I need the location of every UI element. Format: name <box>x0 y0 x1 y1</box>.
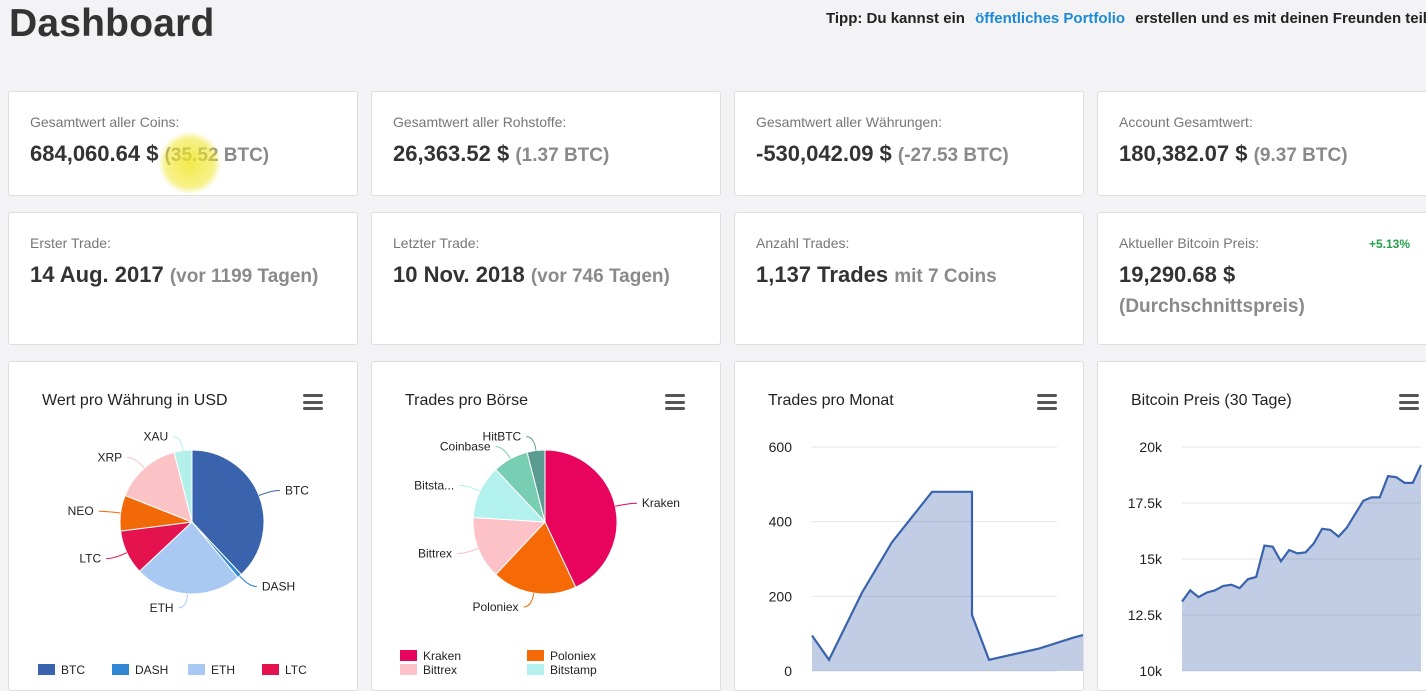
pie-connector <box>615 502 637 507</box>
pie-label: XAU <box>144 430 169 444</box>
y-tick-label: 200 <box>769 588 793 604</box>
chart-card-bitcoin-price: Bitcoin Preis (30 Tage) 10k 12.5k 15k 17.5k… <box>1097 361 1426 691</box>
chart-menu-icon[interactable] <box>303 394 323 410</box>
y-tick-label: 0 <box>784 663 792 679</box>
legend-item[interactable]: Kraken <box>400 649 461 663</box>
pie-label: Bittrex <box>418 547 452 561</box>
pie-connector <box>459 484 481 492</box>
stat-card-last-trade: Letzter Trade: 10 Nov. 2018 (vor 746 Tag… <box>371 212 721 345</box>
stat-label: Aktueller Bitcoin Preis: <box>1119 235 1260 251</box>
legend-item[interactable]: DASH <box>112 663 168 677</box>
pie-connector <box>457 548 479 555</box>
area-fill <box>1182 464 1421 671</box>
stat-card-currencies: Gesamtwert aller Währungen: -530,042.09 … <box>734 91 1084 196</box>
stat-card-trade-count: Anzahl Trades: 1,137 Trades mit 7 Coins <box>734 212 1084 345</box>
pie-label: ETH <box>150 601 174 615</box>
chart-title: Wert pro Währung in USD <box>42 392 228 409</box>
stat-value: 14 Aug. 2017 (vor 1199 Tagen) <box>30 262 319 287</box>
stat-value: 19,290.68 $ <box>1119 262 1236 287</box>
area-fill <box>812 491 1083 671</box>
legend-item[interactable]: LTC <box>262 663 307 677</box>
stat-card-bitcoin-price: Aktueller Bitcoin Preis: +5.13% 19,290.6… <box>1097 212 1426 345</box>
chart-card-trades-exchange: Trades pro Börse Kraken Poloniex Bittrex Bi… <box>371 361 721 691</box>
chart-card-currency-value: Wert pro Währung in USD BTC DASH ETH LTC NEO… <box>8 361 358 691</box>
stat-card-account-total: Account Gesamtwert: 180,382.07 $ (9.37 B… <box>1097 91 1426 196</box>
chart-menu-icon[interactable] <box>1399 394 1419 410</box>
y-tick-label: 20k <box>1139 439 1163 455</box>
pie-connector <box>173 436 184 451</box>
pie-label: Poloniex <box>473 600 519 614</box>
y-tick-label: 12.5k <box>1128 607 1163 623</box>
stat-value: 1,137 Trades mit 7 Coins <box>756 262 997 287</box>
stat-label: Letzter Trade: <box>393 235 480 251</box>
pie-connector <box>526 436 537 451</box>
stat-label: Erster Trade: <box>30 235 111 251</box>
stat-card-first-trade: Erster Trade: 14 Aug. 2017 (vor 1199 Tag… <box>8 212 358 345</box>
stat-value: 180,382.07 $ (9.37 BTC) <box>1119 141 1348 166</box>
pie-label: NEO <box>68 504 94 518</box>
tip-suffix: erstellen und es mit deinen Freunden tei… <box>1135 10 1426 27</box>
legend-item[interactable]: Poloniex <box>527 649 596 663</box>
chart-title: Trades pro Monat <box>768 392 894 409</box>
y-tick-label: 10k <box>1139 663 1163 679</box>
pie-connector <box>178 593 188 609</box>
pie-label: Coinbase <box>440 440 491 454</box>
page-title: Dashboard <box>9 2 215 45</box>
pie-label: LTC <box>79 552 101 566</box>
stat-label: Gesamtwert aller Coins: <box>30 114 180 130</box>
stat-value: 684,060.64 $ (35.52 BTC) <box>30 141 270 166</box>
pie-label: Bitsta... <box>414 478 454 492</box>
series-line[interactable] <box>1181 464 1422 603</box>
pie-connector <box>523 593 535 608</box>
y-tick-label: 400 <box>769 514 793 530</box>
pie-connector <box>495 446 511 460</box>
stat-label: Gesamtwert aller Währungen: <box>756 114 942 130</box>
y-tick-label: 17.5k <box>1128 495 1163 511</box>
stat-card-commodities: Gesamtwert aller Rohstoffe: 26,363.52 $ … <box>371 91 721 196</box>
chart-menu-icon[interactable] <box>1037 394 1057 410</box>
pie-label: DASH <box>262 580 295 594</box>
stat-value: 10 Nov. 2018 (vor 746 Tagen) <box>393 262 670 287</box>
pie-connector <box>127 456 145 469</box>
chart-title: Trades pro Börse <box>405 392 529 409</box>
legend-item[interactable]: Bitstamp <box>527 663 597 677</box>
pie-chart-exchange: Kraken Poloniex Bittrex Bitsta... CoinbaseHi… <box>414 430 680 614</box>
chart-title: Bitcoin Preis (30 Tage) <box>1131 392 1292 409</box>
pie-label: BTC <box>285 483 309 497</box>
pie-label: Kraken <box>642 496 680 510</box>
pie-connector <box>98 510 121 514</box>
public-portfolio-link[interactable]: öffentliches Portfolio <box>975 10 1126 27</box>
area-chart-bitcoin: 10k 12.5k 15k 17.5k 20k <box>1128 439 1422 679</box>
pie-slice-poloniex[interactable] <box>495 521 577 595</box>
price-change-badge: +5.13% <box>1368 237 1410 251</box>
stat-label: Gesamtwert aller Rohstoffe: <box>393 114 567 130</box>
stat-label: Anzahl Trades: <box>756 235 850 251</box>
stat-value: -530,042.09 $ (-27.53 BTC) <box>756 141 1009 166</box>
pie-slice-bittrex[interactable] <box>472 516 547 576</box>
chart-card-trades-monthly: Trades pro Monat 0 200 400 600 <box>734 361 1084 691</box>
y-tick-label: 15k <box>1139 551 1163 567</box>
tip-prefix: Tipp: Du kannst ein <box>826 10 965 27</box>
y-tick-label: 600 <box>769 439 793 455</box>
pie-connector <box>106 552 128 560</box>
legend-item[interactable]: BTC <box>38 663 85 677</box>
tip-banner: Tipp: Du kannst ein öffentliches Portfol… <box>826 10 1426 27</box>
legend-item[interactable]: Bittrex <box>400 663 457 677</box>
pie-slice-btc[interactable] <box>191 449 265 576</box>
pie-label: XRP <box>97 450 122 464</box>
pie-connector <box>258 489 280 496</box>
chart-menu-icon[interactable] <box>665 394 685 410</box>
area-chart-monthly: 0 200 400 600 <box>769 439 1084 679</box>
series-line[interactable] <box>811 490 1084 662</box>
pie-label: HitBTC <box>483 430 522 444</box>
pie-chart-currency: BTC DASH ETH LTC NEO XRP XAU <box>68 430 310 615</box>
pie-connector <box>239 575 257 588</box>
legend-item[interactable]: ETH <box>188 663 235 677</box>
stat-value: 26,363.52 $ (1.37 BTC) <box>393 141 610 166</box>
stat-subtext: (Durchschnittspreis) <box>1119 296 1305 317</box>
stat-label: Account Gesamtwert: <box>1119 114 1253 130</box>
stat-card-coins: Gesamtwert aller Coins: 684,060.64 $ (35… <box>8 91 358 196</box>
